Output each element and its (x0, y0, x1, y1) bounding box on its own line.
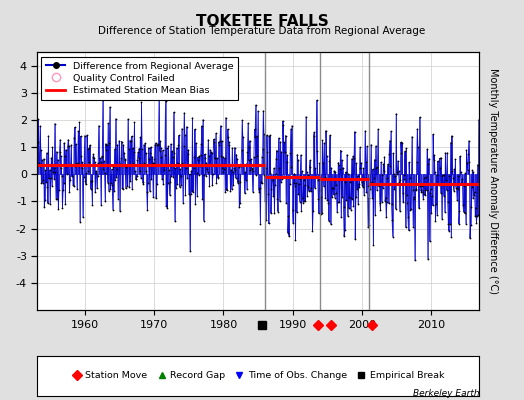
Text: Berkeley Earth: Berkeley Earth (413, 389, 479, 398)
Text: Difference of Station Temperature Data from Regional Average: Difference of Station Temperature Data f… (99, 26, 425, 36)
Text: TOKETEE FALLS: TOKETEE FALLS (195, 14, 329, 29)
Legend: Difference from Regional Average, Quality Control Failed, Estimated Station Mean: Difference from Regional Average, Qualit… (41, 57, 238, 100)
Legend: Station Move, Record Gap, Time of Obs. Change, Empirical Break: Station Move, Record Gap, Time of Obs. C… (69, 369, 447, 383)
Y-axis label: Monthly Temperature Anomaly Difference (°C): Monthly Temperature Anomaly Difference (… (488, 68, 498, 294)
